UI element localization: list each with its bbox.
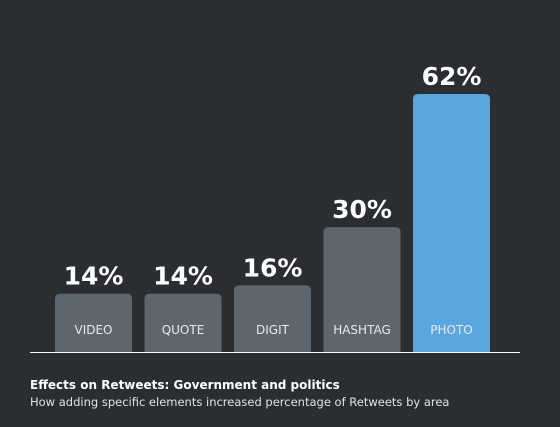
- bar: [323, 227, 401, 352]
- value-label: 30%: [332, 195, 392, 224]
- bar: [55, 293, 132, 352]
- bar: [413, 94, 490, 352]
- category-label: HASHTAG: [333, 323, 391, 337]
- category-label: DIGIT: [256, 323, 290, 337]
- category-label: PHOTO: [430, 323, 472, 337]
- chart-subtitle: How adding specific elements increased p…: [30, 395, 449, 409]
- chart-title: Effects on Retweets: Government and poli…: [30, 378, 340, 392]
- bar: [144, 293, 222, 352]
- bar: [234, 285, 311, 352]
- value-label: 14%: [64, 262, 124, 291]
- value-label: 16%: [243, 253, 303, 282]
- category-label: VIDEO: [74, 323, 112, 337]
- category-label: QUOTE: [162, 323, 205, 337]
- value-label: 62%: [422, 62, 482, 91]
- value-label: 14%: [153, 262, 213, 291]
